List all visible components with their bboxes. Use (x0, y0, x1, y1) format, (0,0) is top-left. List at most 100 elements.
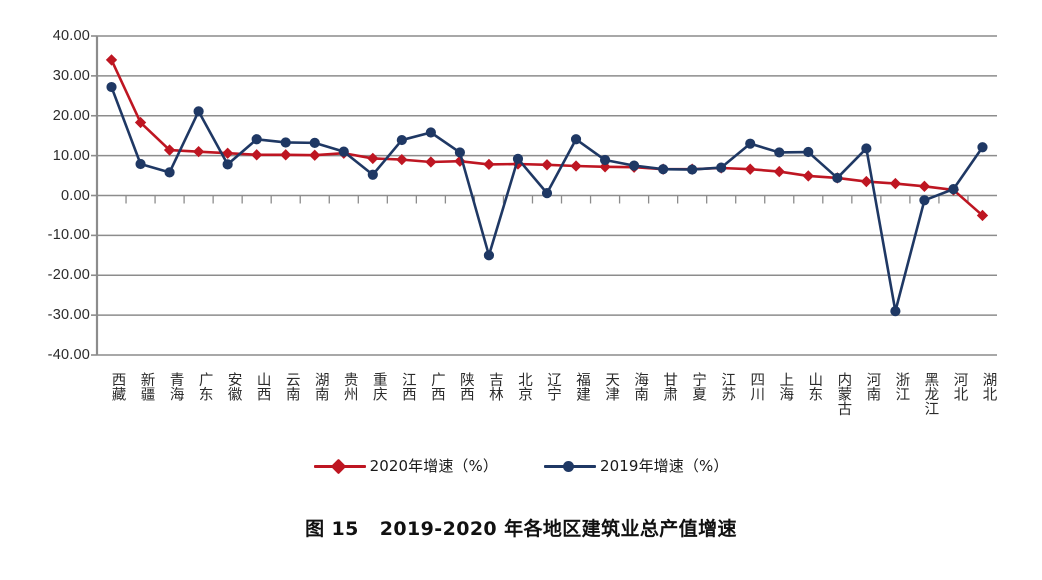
x-tick-label-0: 西藏 (109, 372, 126, 401)
data-point-circle (193, 106, 204, 117)
legend-label-2020: 2020年增速（%） (369, 457, 498, 475)
legend-entry-2019[interactable]: 2019年增速（%） (544, 455, 728, 476)
data-point-circle (658, 164, 669, 175)
data-point-circle (512, 153, 524, 164)
data-point-circle (396, 134, 407, 146)
y-tick-label: 40.00 (52, 28, 90, 44)
y-tick-label: -20.00 (47, 267, 90, 284)
x-tick-label-7: 湖南 (312, 372, 329, 401)
x-tick-label-3: 广东 (196, 372, 213, 401)
data-point-diamond (889, 177, 902, 190)
legend-label-2019: 2019年增速（%） (600, 457, 729, 475)
x-tick-label-23: 上海 (777, 372, 794, 401)
data-point-circle (454, 147, 466, 158)
x-axis-labels: 西藏 新疆 青海 广东 安徽 山西 云南 湖南 贵州 重庆 江西 广西 陕西 吉林 北京 辽宁 福建 天津 海南 甘肃… (97, 372, 997, 462)
y-tick-label: 10.00 (52, 147, 90, 164)
data-point-diamond (860, 175, 873, 188)
data-point-diamond (134, 116, 147, 129)
legend-marker-diamond-icon (330, 458, 346, 474)
series-2019 (106, 81, 988, 317)
x-tick-label-16: 福建 (574, 372, 591, 401)
data-point-circle (106, 81, 117, 93)
x-tick-label-19: 甘肃 (661, 372, 678, 401)
x-tick-label-24: 山东 (806, 372, 823, 401)
data-point-diamond (367, 152, 379, 165)
x-tick-label-22: 四川 (748, 372, 765, 401)
x-tick-label-29: 河北 (951, 372, 968, 401)
data-point-circle (425, 127, 436, 138)
y-tick-label: 30.00 (52, 67, 90, 84)
data-point-circle (716, 162, 727, 173)
data-point-circle (483, 250, 495, 261)
y-tick-label: 0.00 (60, 187, 90, 204)
x-tick-label-1: 新疆 (138, 372, 155, 401)
data-point-diamond (773, 165, 785, 178)
x-tick-label-4: 安徽 (225, 372, 242, 401)
data-point-circle (803, 146, 814, 158)
data-point-diamond (918, 180, 931, 192)
data-point-diamond (163, 144, 176, 156)
data-point-circle (948, 184, 959, 195)
data-point-circle (745, 138, 756, 149)
data-point-diamond (425, 156, 437, 168)
data-point-diamond (192, 145, 205, 158)
x-tick-label-13: 吉林 (486, 372, 503, 401)
data-point-circle (280, 137, 291, 148)
y-axis-labels: 40.00 30.00 20.00 10.00 0.00 -10.00 -20.00 -30.… (5, 28, 90, 363)
data-point-diamond (221, 147, 234, 159)
y-tick-label: -30.00 (47, 307, 90, 324)
legend-swatch-2020 (313, 458, 366, 474)
chart-legend: 2020年增速（%） 2019年增速（%） (0, 455, 1042, 476)
data-point-circle (861, 143, 872, 154)
x-tick-label-26: 河南 (864, 372, 881, 401)
data-point-circle (832, 172, 843, 184)
data-point-circle (570, 134, 582, 145)
x-tick-label-14: 北京 (515, 372, 532, 401)
x-tick-label-20: 宁夏 (690, 372, 707, 401)
data-point-diamond (251, 149, 263, 161)
x-axis-ticks (125, 195, 969, 204)
data-point-circle (774, 147, 785, 158)
data-point-circle (367, 169, 378, 180)
data-point-diamond (976, 209, 989, 222)
x-tick-label-6: 云南 (283, 372, 300, 401)
legend-entry-2020[interactable]: 2020年增速（%） (313, 455, 498, 476)
x-tick-label-28: 黑龙江 (922, 372, 939, 416)
data-point-diamond (396, 153, 408, 166)
x-tick-label-17: 天津 (603, 372, 620, 401)
data-point-diamond (541, 159, 553, 171)
x-tick-label-15: 辽宁 (545, 372, 561, 401)
x-tick-label-8: 贵州 (341, 372, 358, 401)
data-point-circle (628, 160, 640, 171)
x-tick-label-2: 青海 (167, 372, 184, 401)
data-point-diamond (744, 163, 756, 175)
x-tick-label-5: 山西 (254, 372, 271, 401)
legend-swatch-2019 (544, 459, 596, 473)
data-series-layer (105, 54, 989, 317)
data-point-circle (309, 137, 320, 148)
legend-marker-circle-icon (563, 460, 574, 472)
x-tick-label-27: 浙江 (893, 372, 910, 401)
x-tick-label-11: 广西 (428, 372, 445, 401)
x-tick-label-12: 陕西 (457, 372, 474, 401)
data-point-circle (541, 188, 553, 199)
data-point-circle (687, 164, 698, 175)
x-tick-label-25: 内蒙古 (835, 372, 852, 416)
y-tick-label: -40.00 (47, 347, 90, 363)
data-point-circle (164, 167, 175, 178)
axis-lines (91, 35, 99, 356)
data-point-circle (890, 306, 901, 317)
data-point-diamond (483, 158, 495, 171)
data-point-diamond (105, 54, 118, 66)
data-point-circle (977, 142, 988, 153)
x-tick-label-21: 江苏 (719, 372, 736, 401)
data-point-diamond (802, 170, 814, 182)
data-point-diamond (280, 149, 292, 161)
y-tick-label: -10.00 (47, 227, 90, 244)
x-tick-label-10: 江西 (399, 372, 416, 401)
x-tick-label-9: 重庆 (370, 372, 387, 401)
data-point-circle (135, 158, 146, 170)
x-tick-label-18: 海南 (632, 372, 649, 401)
y-tick-label: 20.00 (52, 107, 90, 124)
